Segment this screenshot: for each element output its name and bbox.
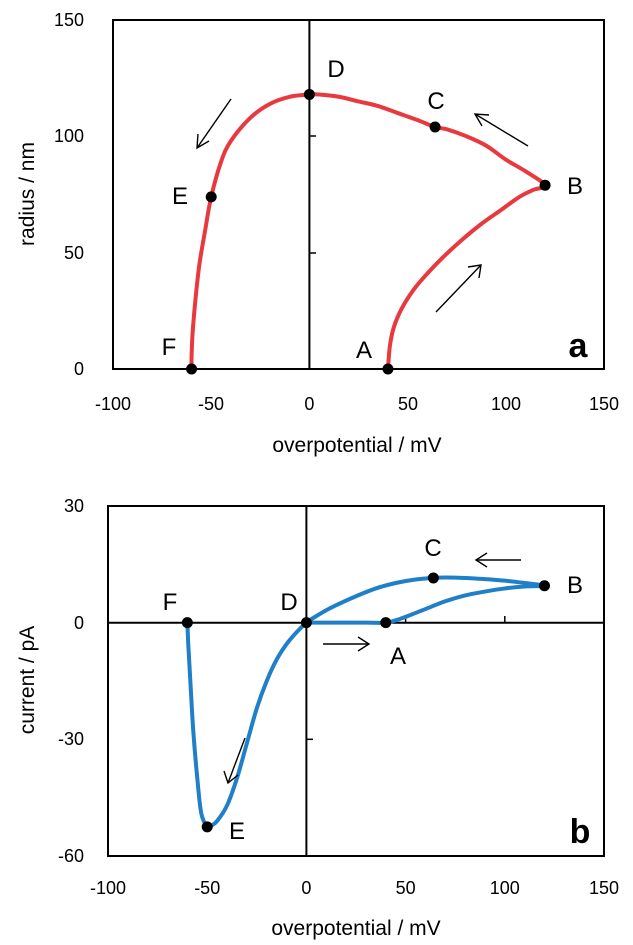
x-tick-label: 100	[491, 394, 521, 414]
y-tick-label: 50	[64, 243, 84, 263]
direction-arrow	[435, 264, 482, 313]
point-label-b: B	[567, 173, 583, 200]
x-tick-label: -100	[95, 394, 131, 414]
y-tick-label: 150	[54, 10, 84, 30]
point-label-e: E	[172, 183, 188, 210]
data-point-a	[382, 363, 394, 375]
data-points-group	[181, 572, 550, 833]
x-tick-label: -50	[198, 394, 224, 414]
x-tick-label: 150	[589, 878, 619, 898]
data-point-b	[539, 179, 551, 191]
tick-marks	[309, 135, 316, 254]
y-tick-label: 100	[54, 126, 84, 146]
point-label-b: B	[567, 572, 583, 599]
panel-b: -100 -50 0 50 100 150 -60 -30 0 30 overp…	[16, 496, 619, 940]
x-tick-label: 0	[301, 878, 311, 898]
y-tick-label: 0	[74, 359, 84, 379]
y-axis-title: current / pA	[16, 626, 39, 735]
direction-arrow	[223, 737, 246, 785]
direction-arrow	[323, 636, 371, 652]
y-tick-label: 0	[74, 613, 84, 633]
x-tick-label: -100	[90, 878, 126, 898]
data-point-c	[429, 121, 441, 133]
series-line	[185, 575, 547, 830]
x-tick-label: 50	[396, 878, 416, 898]
series-line	[189, 92, 548, 371]
x-tick-label: 50	[398, 394, 418, 414]
point-label-e: E	[229, 818, 245, 845]
point-label-c: C	[424, 535, 441, 562]
data-point-a	[380, 617, 392, 629]
point-label-f: F	[163, 589, 178, 616]
y-tick-label: -60	[58, 846, 84, 866]
data-point-e	[205, 191, 217, 203]
data-points-group	[186, 88, 551, 375]
data-point-f	[186, 363, 198, 375]
data-point-c	[427, 572, 439, 584]
point-label-c: C	[427, 88, 444, 115]
data-point-d	[300, 617, 312, 629]
plot-frame	[112, 19, 605, 370]
direction-arrow	[473, 113, 529, 147]
data-point-f	[181, 617, 193, 629]
point-label-d: D	[327, 56, 344, 83]
series-curve-group	[189, 92, 548, 371]
point-label-f: F	[162, 334, 177, 361]
x-axis-title: overpotential / mV	[272, 434, 441, 457]
direction-arrow	[474, 552, 521, 568]
point-label-d: D	[280, 589, 297, 616]
point-label-a: A	[390, 643, 406, 670]
tick-marks	[306, 616, 506, 741]
x-tick-label: -50	[194, 878, 220, 898]
panel-label: b	[570, 813, 591, 851]
panel-label: a	[569, 327, 589, 365]
y-tick-label: -30	[58, 729, 84, 749]
x-tick-label: 0	[304, 394, 314, 414]
point-label-a: A	[356, 337, 372, 364]
data-point-e	[201, 821, 213, 833]
data-point-b	[538, 580, 550, 592]
data-point-d	[303, 88, 315, 100]
x-tick-label: 150	[589, 394, 619, 414]
series-curve-group	[185, 575, 547, 830]
x-tick-label: 100	[490, 878, 520, 898]
plot-frame	[107, 505, 605, 857]
y-tick-label: 30	[64, 496, 84, 516]
direction-arrow	[196, 98, 232, 150]
x-axis-title: overpotential / mV	[271, 917, 440, 940]
panel-a: -100 -50 0 50 100 150 0 50 100 150 overp…	[16, 10, 619, 457]
y-axis-title: radius / nm	[16, 142, 39, 246]
